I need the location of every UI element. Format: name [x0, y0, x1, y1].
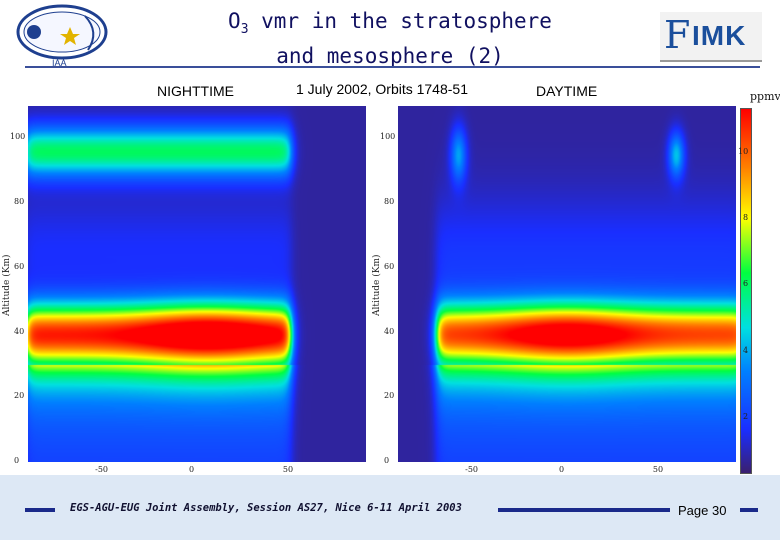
title-line2: and mesosphere (2)	[276, 44, 504, 69]
title-o: O	[228, 9, 241, 33]
daytime-ytick: 20	[384, 391, 395, 401]
daytime-ytick: 40	[384, 326, 395, 336]
daytime-ytick: 0	[384, 456, 390, 465]
footer-session-text: EGS-AGU-EUG Joint Assembly, Session AS27…	[70, 502, 462, 514]
title-subscript: 3	[240, 22, 249, 38]
header-divider	[25, 66, 760, 68]
page-title: O3 vmr in the stratosphere and mesospher…	[180, 8, 600, 69]
nighttime-label: NIGHTTIME	[157, 83, 234, 99]
nighttime-heatmap-canvas	[28, 106, 366, 462]
imk-logo-text: IMK	[692, 20, 747, 51]
colorbar	[740, 108, 752, 474]
imk-logo: F IMK	[660, 12, 762, 62]
daytime-heatmap-canvas	[398, 106, 736, 462]
footer-bar-left	[25, 508, 55, 512]
daytime-label: DAYTIME	[536, 83, 598, 99]
daytime-ytick: 60	[384, 261, 395, 271]
nighttime-ytick: 100	[10, 132, 26, 142]
colorbar-tick: 6	[743, 279, 749, 289]
colorbar-tick: 8	[743, 213, 749, 223]
footer-band	[0, 475, 780, 540]
title-line1-rest: vmr in the stratosphere	[248, 9, 552, 33]
units-label: ppmv	[750, 90, 780, 103]
footer-bar-end	[740, 508, 758, 512]
page-number: Page 30	[678, 503, 727, 518]
daytime-ylabel: Altitude (Km)	[372, 254, 382, 316]
iaa-logo	[16, 4, 108, 60]
nighttime-ytick: 40	[14, 326, 25, 336]
nighttime-ytick: 20	[14, 391, 25, 401]
imk-logo-f: F	[664, 13, 691, 57]
daytime-xtick: 50	[652, 465, 664, 474]
daytime-ytick: 100	[380, 132, 396, 142]
nighttime-ylabel: Altitude (Km)	[2, 254, 12, 316]
footer-bar-right	[498, 508, 670, 512]
daytime-xtick: 0	[559, 465, 565, 474]
nighttime-xtick: 0	[189, 465, 195, 474]
nighttime-xtick: 50	[282, 465, 294, 474]
iaa-logo-text: IAA	[52, 58, 67, 68]
daytime-xtick: -50	[465, 465, 478, 474]
daytime-ytick: 80	[384, 197, 395, 207]
nighttime-xtick: -50	[95, 465, 108, 474]
colorbar-tick: 10	[738, 147, 749, 157]
date-orbits-label: 1 July 2002, Orbits 1748-51	[296, 81, 468, 97]
colorbar-tick: 4	[743, 345, 749, 355]
colorbar-tick: 2	[743, 411, 749, 421]
nighttime-ytick: 80	[14, 197, 25, 207]
nighttime-ytick: 60	[14, 261, 25, 271]
nighttime-ytick: 0	[14, 456, 20, 465]
